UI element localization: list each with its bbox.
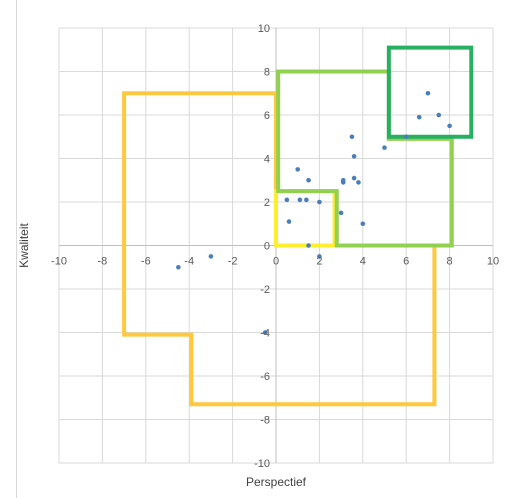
data-point	[262, 330, 268, 335]
y-tick-label: 2	[264, 197, 270, 209]
scatter-chart: -10 -8 -6 -4 -2 0 2 4 6 8 10 -10 -8 -6 -4 -2 0 2 4 6 8 10 Pe…	[17, 23, 499, 489]
y-tick-label: -4	[260, 328, 270, 340]
data-point	[356, 180, 361, 185]
data-point	[317, 199, 322, 205]
y-tick-label: -8	[260, 415, 270, 427]
x-tick-label: -10	[51, 256, 67, 268]
y-tick-label: 10	[258, 23, 270, 35]
x-axis-title: Perspectief	[246, 475, 307, 489]
y-tick-label: -6	[260, 371, 270, 383]
data-point	[284, 197, 290, 203]
data-point	[340, 180, 346, 185]
data-point	[403, 134, 409, 140]
x-tick-label: -4	[184, 256, 194, 268]
data-point	[351, 154, 357, 159]
x-axis-ticks: -10 -8 -6 -4 -2 0 2 4 6 8 10	[51, 256, 499, 268]
y-axis-title: Kwaliteit	[17, 222, 31, 267]
data-point	[351, 175, 357, 181]
data-point	[360, 221, 366, 227]
y-tick-label: -2	[260, 284, 270, 296]
data-point	[304, 197, 309, 203]
data-point	[436, 112, 442, 118]
data-point	[416, 114, 422, 120]
x-tick-label: 4	[360, 256, 366, 268]
x-tick-label: 8	[447, 256, 453, 268]
x-tick-label: 2	[316, 256, 322, 268]
x-tick-label: 6	[403, 256, 409, 268]
x-tick-label: -8	[98, 256, 108, 268]
data-points	[176, 90, 452, 335]
data-point	[295, 167, 301, 172]
data-point	[447, 123, 452, 129]
chart-area: -10 -8 -6 -4 -2 0 2 4 6 8 10 -10 -8 -6 -4 -2 0 2 4 6 8 10 Pe…	[16, 0, 511, 498]
y-tick-label: 8	[264, 67, 270, 79]
y-tick-label: -10	[254, 458, 270, 470]
data-point	[349, 134, 355, 140]
y-tick-label: 0	[264, 241, 270, 253]
y-tick-label: 4	[264, 154, 270, 166]
x-tick-label: -6	[141, 256, 151, 268]
region-outline-4	[386, 45, 474, 139]
data-point	[382, 145, 387, 150]
quadrant-regions	[122, 45, 474, 407]
data-point	[176, 264, 181, 270]
data-point	[286, 219, 292, 224]
data-point	[317, 254, 322, 259]
data-point	[425, 90, 431, 96]
data-point	[306, 177, 311, 183]
data-point	[208, 254, 214, 259]
y-axis-ticks: -10 -8 -6 -4 -2 0 2 4 6 8 10	[254, 23, 270, 470]
x-tick-label: 0	[273, 256, 279, 268]
x-tick-label: 10	[487, 256, 499, 268]
data-point	[306, 243, 311, 248]
x-tick-label: -2	[228, 256, 238, 268]
data-point	[338, 210, 344, 216]
y-tick-label: 6	[264, 110, 270, 122]
data-point	[297, 197, 303, 203]
region-outline-1	[122, 91, 437, 407]
